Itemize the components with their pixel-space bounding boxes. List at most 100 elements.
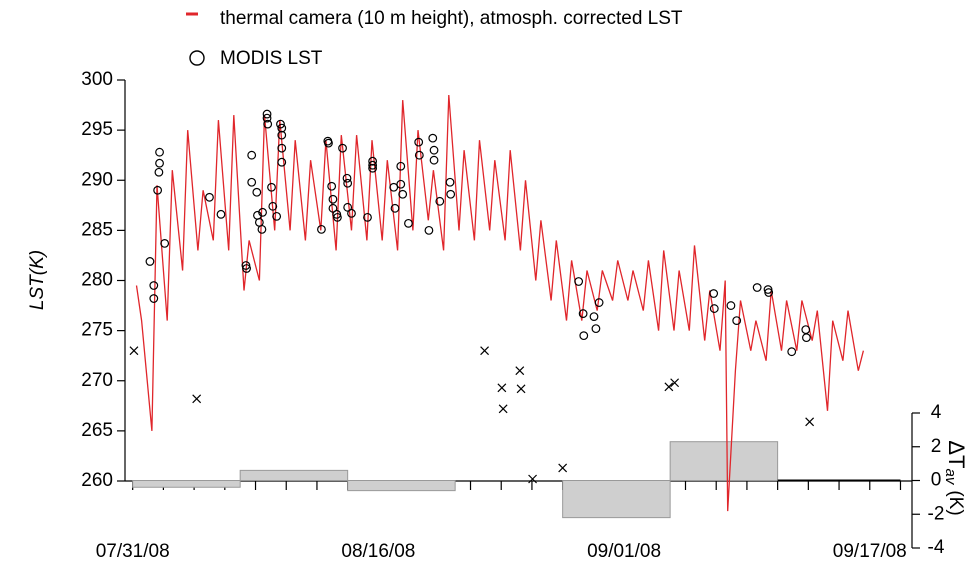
circle-marker bbox=[396, 161, 406, 171]
circle-marker bbox=[252, 187, 262, 197]
circle-marker bbox=[589, 312, 599, 321]
circle-marker bbox=[435, 196, 445, 206]
y-tick-label: 280 bbox=[81, 270, 113, 291]
circle-marker bbox=[324, 138, 333, 148]
cross-marker bbox=[515, 366, 525, 376]
circle-marker bbox=[257, 224, 267, 234]
y2-label-unit: (K) bbox=[945, 490, 966, 515]
circle-marker bbox=[343, 202, 353, 212]
circle-marker bbox=[276, 119, 285, 129]
circle-marker bbox=[205, 192, 214, 202]
circle-marker bbox=[414, 137, 424, 147]
circle-marker bbox=[390, 203, 400, 213]
circle-marker bbox=[327, 181, 337, 191]
y2-tick-label: 0 bbox=[931, 470, 942, 491]
circle-marker bbox=[338, 143, 347, 153]
circle-marker bbox=[328, 194, 338, 204]
delta-bar bbox=[562, 480, 671, 519]
circle-marker bbox=[574, 277, 584, 286]
circle-marker bbox=[591, 324, 601, 334]
circle-marker bbox=[801, 325, 811, 335]
legend-label: thermal camera (10 m height), atmosph. c… bbox=[220, 8, 683, 29]
cross-marker bbox=[480, 346, 490, 356]
delta-bar bbox=[347, 480, 456, 492]
cross-marker bbox=[670, 378, 680, 388]
circle-marker bbox=[258, 207, 267, 217]
circle-marker bbox=[594, 298, 604, 307]
y-tick-label: 295 bbox=[81, 119, 113, 140]
x-tick-label: 08/16/08 bbox=[341, 541, 415, 562]
circle-marker bbox=[398, 189, 408, 199]
cross-marker bbox=[528, 474, 538, 484]
circle-marker bbox=[764, 288, 774, 297]
circle-marker bbox=[155, 158, 164, 168]
circle-marker bbox=[752, 283, 762, 292]
cross-marker bbox=[498, 404, 508, 414]
y2-tick-label: -2 bbox=[928, 503, 945, 524]
delta-bar bbox=[239, 469, 349, 481]
circle-marker bbox=[333, 212, 342, 222]
y-tick-label: 270 bbox=[81, 370, 113, 391]
circle-marker bbox=[424, 225, 434, 235]
circle-marker bbox=[247, 150, 257, 160]
y2-tick-label: -4 bbox=[928, 537, 945, 558]
x-tick-label: 09/01/08 bbox=[587, 541, 661, 562]
circle-marker bbox=[155, 147, 164, 157]
circle-marker bbox=[153, 185, 163, 195]
circle-marker bbox=[247, 177, 257, 187]
circle-marker bbox=[732, 316, 742, 326]
circle-marker bbox=[317, 224, 326, 234]
circle-marker bbox=[328, 203, 338, 213]
legend-label: MODIS LST bbox=[220, 48, 323, 69]
circle-marker bbox=[404, 218, 413, 228]
y-tick-label: 300 bbox=[81, 69, 113, 90]
y-tick-label: 265 bbox=[81, 420, 113, 441]
circle-marker bbox=[343, 178, 353, 188]
delta-bar bbox=[132, 480, 241, 488]
cross-marker bbox=[192, 394, 202, 404]
circle-marker bbox=[368, 163, 378, 173]
circle-marker bbox=[429, 155, 439, 165]
circle-marker bbox=[267, 182, 276, 192]
legend-circle bbox=[189, 50, 205, 66]
circle-marker bbox=[342, 173, 352, 183]
y-tick-label: 260 bbox=[81, 470, 113, 491]
y2-label-subscript: av bbox=[942, 468, 959, 485]
cross-marker bbox=[497, 383, 507, 393]
circle-marker bbox=[242, 264, 251, 273]
x-tick-label: 07/31/08 bbox=[96, 541, 170, 562]
circle-marker bbox=[389, 182, 399, 192]
cross-marker bbox=[664, 382, 674, 392]
delta-bar bbox=[669, 441, 779, 481]
circle-marker bbox=[272, 211, 282, 221]
circle-marker bbox=[368, 160, 378, 170]
circle-marker bbox=[445, 177, 455, 187]
circle-marker bbox=[347, 208, 356, 218]
circle-marker bbox=[726, 301, 736, 310]
circle-marker bbox=[429, 145, 439, 155]
circle-marker bbox=[787, 347, 797, 357]
circle-marker bbox=[363, 212, 372, 222]
circle-marker bbox=[145, 257, 155, 266]
circle-marker bbox=[709, 289, 719, 298]
circle-marker bbox=[262, 113, 272, 123]
circle-marker bbox=[149, 281, 159, 290]
x-tick-label: 09/17/08 bbox=[833, 541, 907, 562]
y-tick-label: 285 bbox=[81, 219, 113, 240]
y-tick-label: 275 bbox=[81, 320, 113, 341]
circle-marker bbox=[446, 189, 456, 199]
circle-marker bbox=[160, 239, 170, 248]
circle-marker bbox=[263, 119, 273, 129]
y-tick-label: 290 bbox=[81, 169, 113, 190]
circle-marker bbox=[579, 331, 589, 341]
circle-marker bbox=[149, 294, 159, 303]
circle-marker bbox=[802, 333, 811, 343]
lst-line bbox=[135, 94, 865, 512]
circle-marker bbox=[277, 143, 287, 153]
circle-marker bbox=[414, 150, 424, 160]
circle-marker bbox=[396, 179, 406, 189]
circle-marker bbox=[268, 201, 278, 211]
y2-axis-label: ΔTav (K) bbox=[942, 440, 969, 515]
y2-label-symbol: ΔT bbox=[944, 440, 969, 468]
